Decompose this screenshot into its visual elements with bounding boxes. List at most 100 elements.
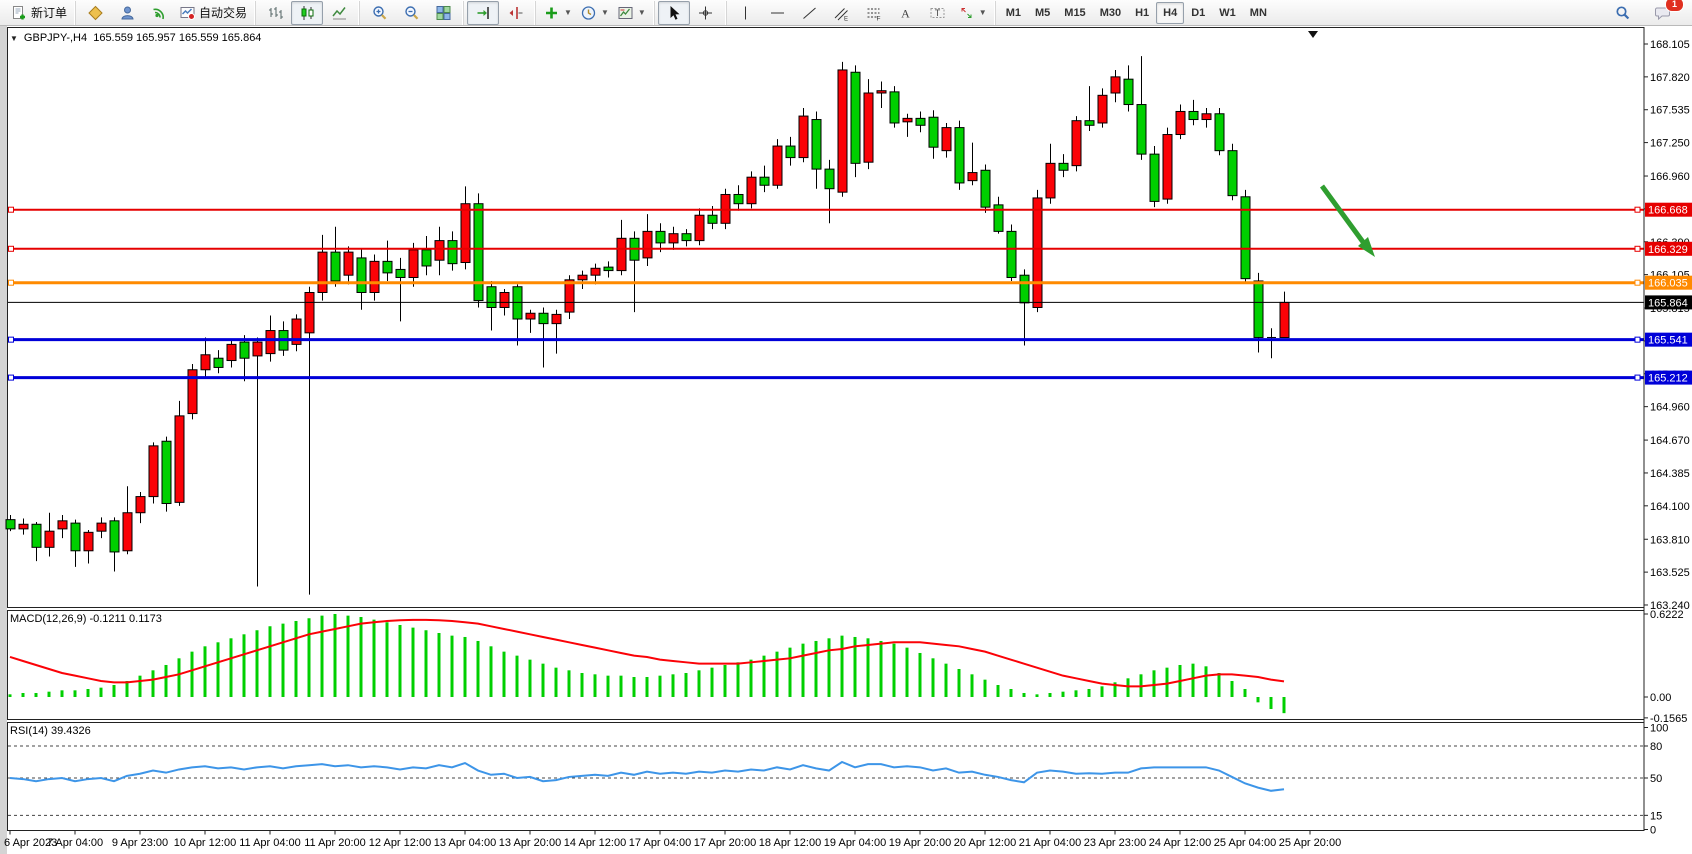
- toolbar-group-trade: 新订单: [4, 1, 74, 25]
- app-toolbar: 新订单 自动交易 ▼ ▼ ▼ E F A T ▼ M1 M5 M15 M30 H1 H4 D1 W1 MN 1: [0, 0, 1692, 26]
- svg-text:24 Apr 12:00: 24 Apr 12:00: [1149, 837, 1211, 849]
- bar-chart-button[interactable]: [259, 1, 291, 25]
- arrows-button[interactable]: ▼: [954, 1, 991, 25]
- auto-scroll-icon: [477, 6, 489, 19]
- crosshair-button[interactable]: [690, 1, 722, 25]
- svg-text:13 Apr 20:00: 13 Apr 20:00: [499, 837, 561, 849]
- svg-text:163.240: 163.240: [1650, 600, 1690, 612]
- svg-text:9 Apr 23:00: 9 Apr 23:00: [112, 837, 168, 849]
- horizontal-line-166.668[interactable]: 166.668: [8, 202, 1692, 217]
- chevron-down-icon[interactable]: ▼: [600, 8, 609, 17]
- templates-button[interactable]: ▼: [613, 1, 650, 25]
- svg-text:0.00: 0.00: [1650, 692, 1671, 704]
- line-chart-button[interactable]: [323, 1, 355, 25]
- auto-scroll-button[interactable]: [467, 0, 500, 25]
- horizontal-line-165.541[interactable]: 165.541: [8, 332, 1692, 347]
- svg-text:19 Apr 20:00: 19 Apr 20:00: [889, 837, 951, 849]
- crosshair-icon: [699, 6, 713, 19]
- equidistant-channel-button[interactable]: E: [826, 1, 858, 25]
- zoom-in-button[interactable]: [363, 1, 395, 25]
- zoom-out-button[interactable]: [395, 1, 427, 25]
- svg-text:167.820: 167.820: [1650, 72, 1690, 84]
- toolbar-group-chart-type: [255, 0, 358, 25]
- svg-text:165.212: 165.212: [1648, 373, 1688, 385]
- toolbar-group-services: 自动交易: [75, 0, 254, 25]
- autotrading-button[interactable]: 自动交易: [175, 1, 251, 25]
- horizontal-line-165.864[interactable]: 165.864: [8, 295, 1692, 310]
- rsi-panel[interactable]: 100 80 50 15 0: [8, 723, 1668, 837]
- timeframe-button-M5[interactable]: M5: [1035, 6, 1051, 19]
- metaeditor-button[interactable]: [79, 1, 111, 25]
- collapse-icon[interactable]: ▼: [10, 33, 18, 43]
- text-button[interactable]: A: [890, 1, 922, 25]
- trendline-button[interactable]: [794, 1, 826, 25]
- svg-text:164.385: 164.385: [1650, 468, 1690, 480]
- cursor-button[interactable]: [657, 0, 690, 25]
- svg-text:A: A: [901, 6, 910, 20]
- new-order-icon: [13, 5, 25, 19]
- svg-text:11 Apr 04:00: 11 Apr 04:00: [239, 837, 301, 849]
- new-order-button[interactable]: 新订单: [7, 1, 71, 25]
- chart-shift-button[interactable]: [499, 1, 531, 25]
- svg-text:50: 50: [1650, 773, 1662, 785]
- timeframe-button-W1[interactable]: W1: [1219, 6, 1236, 19]
- text-label-button[interactable]: T: [922, 1, 954, 25]
- horizontal-line-button[interactable]: [762, 1, 794, 25]
- svg-text:23 Apr 23:00: 23 Apr 23:00: [1084, 837, 1146, 849]
- svg-text:E: E: [844, 16, 848, 21]
- horizontal-line-166.035[interactable]: 166.035: [8, 275, 1692, 290]
- macd-panel[interactable]: 0.6222 0.00 -0.1565: [8, 609, 1687, 725]
- notification-badge: 1: [1665, 0, 1684, 12]
- svg-text:F: F: [877, 15, 881, 21]
- toolbar-group-timeframes: M1 M5 M15 M30 H1 H4 D1 W1 MN: [994, 0, 1277, 25]
- periods-icon: [581, 5, 596, 20]
- toolbar-group-scroll: [463, 0, 534, 25]
- chart-marker-triangle: [1308, 31, 1318, 38]
- chevron-down-icon[interactable]: ▼: [564, 8, 572, 17]
- tile-windows-button[interactable]: [427, 1, 459, 25]
- text-label-icon: T: [930, 7, 945, 18]
- timeframe-button-H1[interactable]: H1: [1135, 6, 1150, 19]
- svg-text:20 Apr 12:00: 20 Apr 12:00: [954, 837, 1016, 849]
- line-chart-icon: [331, 6, 346, 19]
- timeframe-button-M1[interactable]: M1: [1005, 6, 1021, 19]
- toolbar-group-zoom: [359, 0, 462, 25]
- candlestick-button[interactable]: [291, 0, 324, 25]
- fibonacci-button[interactable]: F: [858, 1, 890, 25]
- text-icon: A: [901, 6, 910, 20]
- svg-text:12 Apr 12:00: 12 Apr 12:00: [369, 837, 431, 849]
- periods-button[interactable]: ▼: [576, 1, 613, 25]
- mql5-icon: [120, 6, 134, 19]
- timeframe-button-D1[interactable]: D1: [1191, 6, 1206, 19]
- svg-text:168.105: 168.105: [1650, 39, 1690, 51]
- mql5-community-button[interactable]: [111, 1, 143, 25]
- vertical-line-button[interactable]: [730, 1, 762, 25]
- toolbar-group-objects: E F A T ▼: [725, 0, 994, 25]
- metaeditor-icon: [87, 5, 103, 20]
- timeframe-button-M30[interactable]: M30: [1099, 6, 1122, 19]
- notifications-button[interactable]: 1: [1646, 0, 1684, 25]
- search-button[interactable]: [1606, 1, 1638, 25]
- svg-text:25 Apr 20:00: 25 Apr 20:00: [1279, 837, 1341, 849]
- news-icon: [152, 8, 164, 19]
- candlestick-series: [5, 56, 1290, 595]
- svg-text:164.670: 164.670: [1650, 435, 1690, 447]
- svg-text:164.100: 164.100: [1650, 501, 1690, 513]
- news-button[interactable]: [143, 1, 175, 25]
- timeframe-button-H4[interactable]: H4: [1156, 1, 1185, 24]
- chart-title-text: GBPJPY-,H4 165.559 165.957 165.559 165.8…: [23, 32, 262, 44]
- indicators-button[interactable]: ▼: [539, 1, 576, 25]
- svg-text:14 Apr 12:00: 14 Apr 12:00: [564, 837, 626, 849]
- rsi-line: [9, 760, 1285, 792]
- horizontal-line-165.212[interactable]: 165.212: [8, 370, 1692, 385]
- chevron-down-icon[interactable]: ▼: [978, 8, 987, 17]
- timeframe-button-M15[interactable]: M15: [1064, 6, 1086, 19]
- zoom-out-icon: [404, 5, 418, 20]
- price-axis[interactable]: 168.105 167.820 167.535 167.250 166.960 166.6…: [1644, 39, 1690, 612]
- svg-text:19 Apr 04:00: 19 Apr 04:00: [824, 837, 886, 849]
- timeframe-button-MN[interactable]: MN: [1249, 6, 1267, 19]
- chevron-down-icon[interactable]: ▼: [637, 8, 646, 17]
- arrow-annotation[interactable]: [1319, 184, 1375, 257]
